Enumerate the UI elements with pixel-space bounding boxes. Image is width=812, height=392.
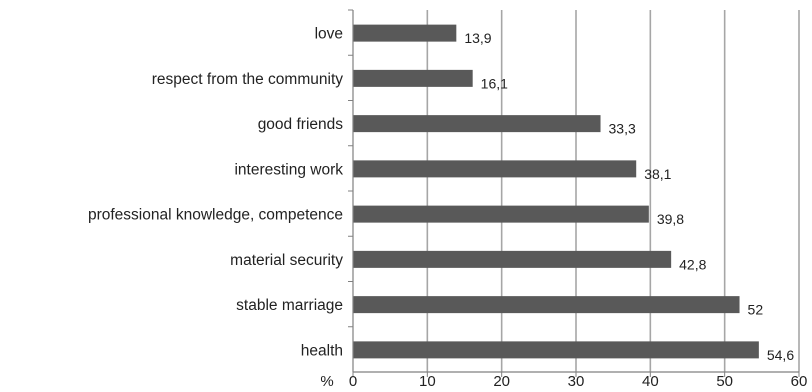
category-label: love xyxy=(315,26,343,43)
x-tick-label: 10 xyxy=(419,373,436,390)
bar xyxy=(353,250,672,268)
x-tick-label: 20 xyxy=(493,373,510,390)
labels: 0 10 20 30 40 50 60 love 13,9 respect from the co… xyxy=(88,26,807,390)
category-label: health xyxy=(301,342,343,359)
data-label: 52 xyxy=(748,302,764,318)
x-tick-label: 60 xyxy=(791,373,808,390)
category-label: professional knowledge, competence xyxy=(88,207,343,224)
data-label: 54,6 xyxy=(767,347,794,363)
bars xyxy=(353,24,759,359)
x-tick-label: 40 xyxy=(642,373,659,390)
bar xyxy=(353,115,601,133)
x-axis-unit-label: % xyxy=(320,373,333,390)
data-label: 38,1 xyxy=(644,166,671,182)
gridlines xyxy=(426,10,800,372)
data-label: 39,8 xyxy=(657,211,684,227)
category-label: interesting work xyxy=(234,161,343,178)
bar xyxy=(353,205,649,223)
axes xyxy=(348,9,800,377)
data-label: 33,3 xyxy=(609,121,636,137)
category-label: respect from the community xyxy=(152,71,343,88)
bar xyxy=(353,69,473,87)
bar xyxy=(353,296,740,314)
x-tick-label: 50 xyxy=(716,373,733,390)
x-tick-label: 0 xyxy=(349,373,357,390)
category-label: material security xyxy=(230,252,343,269)
x-tick-label: 30 xyxy=(568,373,585,390)
bar xyxy=(353,341,759,359)
category-label: good friends xyxy=(258,116,344,133)
data-label: 16,1 xyxy=(481,75,508,91)
category-label: stable marriage xyxy=(236,297,343,314)
data-label: 42,8 xyxy=(679,256,706,272)
bar xyxy=(353,160,637,178)
data-label: 13,9 xyxy=(464,30,491,46)
bar xyxy=(353,24,457,42)
